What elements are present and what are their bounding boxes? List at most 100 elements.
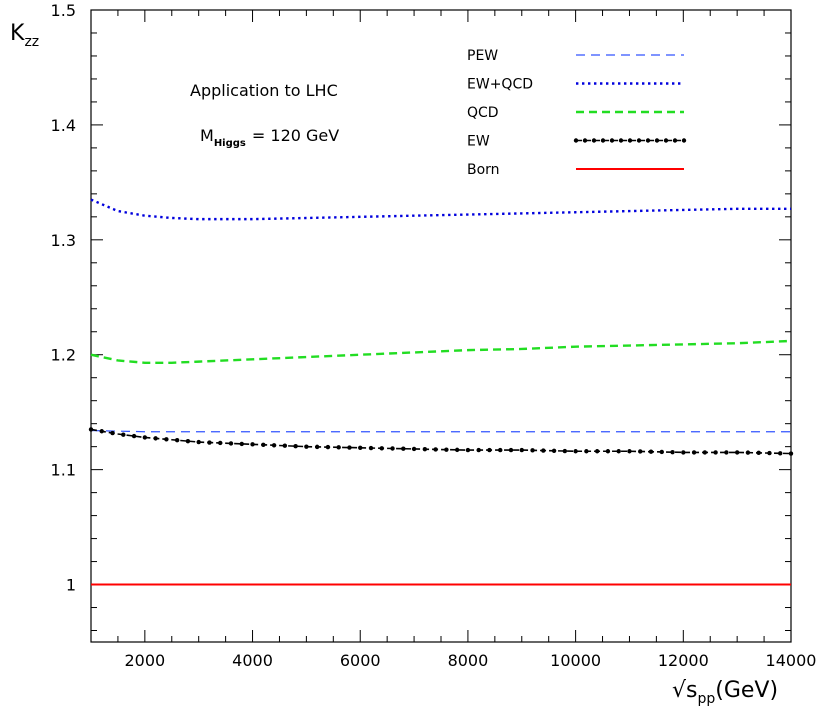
y-tick-label: 1 (66, 576, 76, 595)
series-marker (325, 444, 331, 450)
series-marker (314, 444, 320, 450)
series-marker (745, 450, 751, 455)
series-marker (228, 441, 234, 446)
series-marker (594, 449, 600, 454)
y-axis-label-main: K (10, 21, 25, 46)
series-line (90, 198, 791, 221)
series-marker (465, 447, 471, 453)
legend-marker (609, 138, 615, 143)
legend-marker (654, 138, 660, 143)
series-marker (368, 445, 374, 451)
annotation-mass-main: M (200, 126, 214, 145)
series-marker (756, 450, 761, 456)
series-marker (734, 450, 740, 455)
series-marker (498, 447, 503, 453)
series-marker (218, 440, 223, 446)
series-qcd (90, 339, 792, 364)
series-marker (605, 449, 611, 454)
legend-marker (672, 138, 678, 143)
x-tick-label: 10000 (550, 651, 601, 670)
series-marker (767, 450, 772, 456)
x-tick-label: 4000 (232, 651, 273, 670)
series-marker (444, 447, 449, 452)
series-marker (411, 446, 417, 452)
series-marker (648, 449, 654, 454)
series-marker (681, 450, 686, 455)
series-marker (519, 447, 524, 453)
legend-marker (573, 138, 579, 143)
legend-label: QCD (467, 105, 499, 121)
legend-label: EW+QCD (467, 77, 533, 93)
series-marker (713, 450, 718, 455)
series-marker (584, 449, 589, 454)
y-tick-label: 1.4 (51, 116, 76, 135)
series-ew-qcd (90, 198, 791, 221)
x-tick-label: 2000 (124, 651, 165, 670)
series-marker (282, 443, 288, 448)
axis-ticks (90, 9, 792, 642)
series-marker (121, 432, 126, 437)
x-axis-label-unit: (GeV) (715, 678, 778, 703)
series-marker (670, 449, 675, 455)
series-marker (347, 445, 352, 450)
series-marker (422, 446, 428, 452)
series-line (90, 429, 791, 433)
series-marker (562, 448, 568, 454)
series-marker (390, 446, 395, 451)
legend-marker (600, 138, 606, 143)
legend-label: Born (467, 162, 500, 178)
legend-marker (636, 138, 642, 143)
series-marker (401, 446, 406, 451)
series-marker (142, 435, 148, 440)
series-marker (185, 438, 191, 444)
legend-marker (627, 138, 633, 143)
series-ew (88, 427, 794, 456)
annotation-mass: MHiggs = 120 GeV (200, 126, 339, 149)
series-marker (271, 443, 277, 448)
series-line (90, 428, 792, 455)
x-tick-label: 14000 (766, 651, 817, 670)
series-marker (239, 441, 244, 447)
series-marker (336, 445, 341, 450)
y-axis-label-sub: zz (24, 34, 39, 50)
series-marker (88, 427, 94, 432)
series-marker (250, 442, 255, 447)
legend-marker (663, 138, 669, 143)
series-marker (530, 448, 535, 453)
x-tick-label: 6000 (340, 651, 381, 670)
legend-marker (582, 138, 588, 143)
series-marker (379, 446, 384, 451)
series-marker (638, 449, 643, 454)
y-tick-label: 1.2 (51, 346, 76, 365)
x-axis-label-root: √s (672, 678, 697, 703)
legend-marker (645, 138, 651, 143)
series-marker (304, 444, 309, 449)
series-marker (788, 451, 794, 456)
plot-frame (90, 9, 792, 643)
series-marker (110, 430, 115, 436)
series-marker (476, 447, 481, 453)
series-marker (131, 433, 137, 439)
x-tick-label: 8000 (448, 651, 489, 670)
series-marker (293, 443, 298, 449)
series-marker (164, 437, 169, 442)
y-tick-label: 1.3 (51, 231, 76, 250)
series-marker (541, 448, 546, 453)
axis-tick-labels: 2000 4000 6000 8000 10000 12000 14000 1 1.1 1.2 1.… (51, 1, 817, 670)
legend-marker (618, 138, 624, 143)
series-line (90, 339, 792, 364)
annotation-mass-value: = 120 GeV (252, 126, 339, 145)
y-tick-label: 1.1 (51, 461, 76, 480)
series-layer (88, 198, 794, 586)
x-tick-label: 12000 (658, 651, 709, 670)
annotation-title: Application to LHC (190, 81, 338, 100)
series-marker (153, 436, 158, 441)
y-axis-label: Kzz (10, 21, 39, 50)
series-marker (778, 451, 783, 456)
series-marker (207, 440, 212, 445)
series-marker (691, 450, 697, 455)
annotation-mass-sub: Higgs (214, 138, 246, 149)
series-marker (616, 449, 621, 454)
x-axis-label-sub: pp (697, 691, 715, 707)
